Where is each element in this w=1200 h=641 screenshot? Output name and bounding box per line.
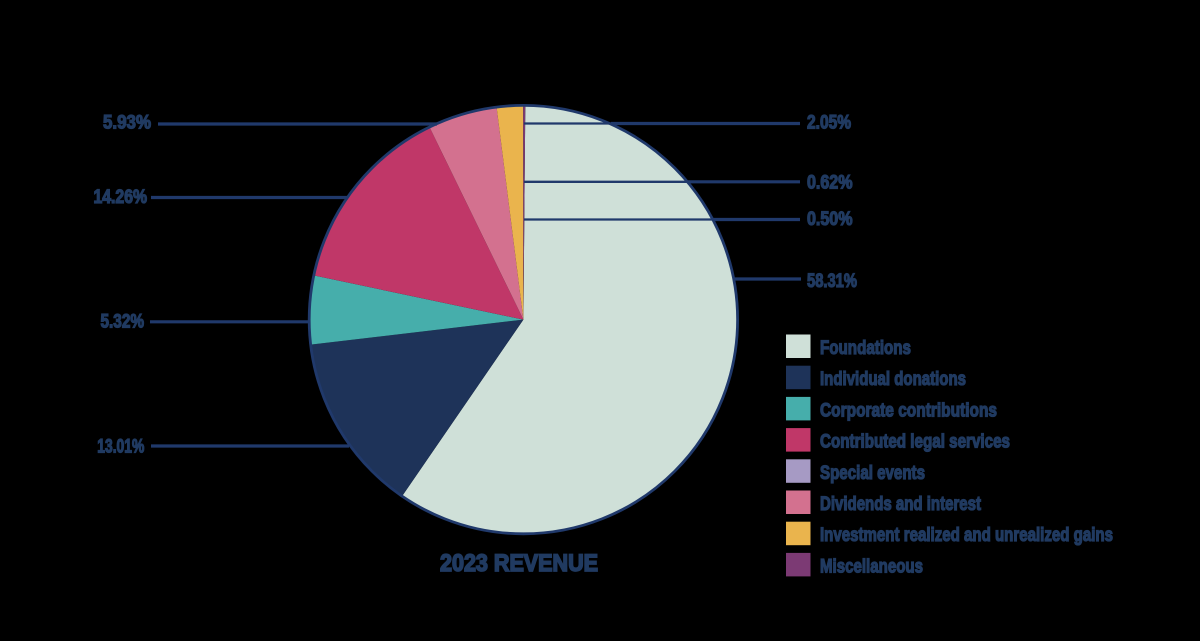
svg-text:0.50%: 0.50%	[807, 209, 853, 230]
svg-text:13.01%: 13.01%	[97, 437, 144, 458]
svg-text:5.93%: 5.93%	[103, 113, 151, 134]
svg-text:2023 REVENUE: 2023 REVENUE	[440, 550, 598, 577]
svg-text:Individual donations: Individual donations	[820, 368, 966, 390]
svg-text:Investment realized and unreal: Investment realized and unrealized gains	[820, 524, 1113, 546]
svg-text:Foundations: Foundations	[820, 337, 911, 359]
svg-text:Dividends and interest: Dividends and interest	[820, 493, 981, 515]
svg-text:14.26%: 14.26%	[94, 187, 148, 208]
svg-text:5.32%: 5.32%	[101, 312, 145, 333]
svg-text:Special events: Special events	[820, 462, 925, 484]
svg-text:0.62%: 0.62%	[807, 173, 853, 194]
svg-text:2.05%: 2.05%	[807, 113, 851, 134]
svg-text:58.31%: 58.31%	[807, 271, 857, 292]
svg-text:Contributed legal services: Contributed legal services	[820, 431, 1010, 453]
svg-text:Miscellaneous: Miscellaneous	[820, 555, 923, 577]
svg-text:Corporate contributions: Corporate contributions	[820, 399, 997, 421]
